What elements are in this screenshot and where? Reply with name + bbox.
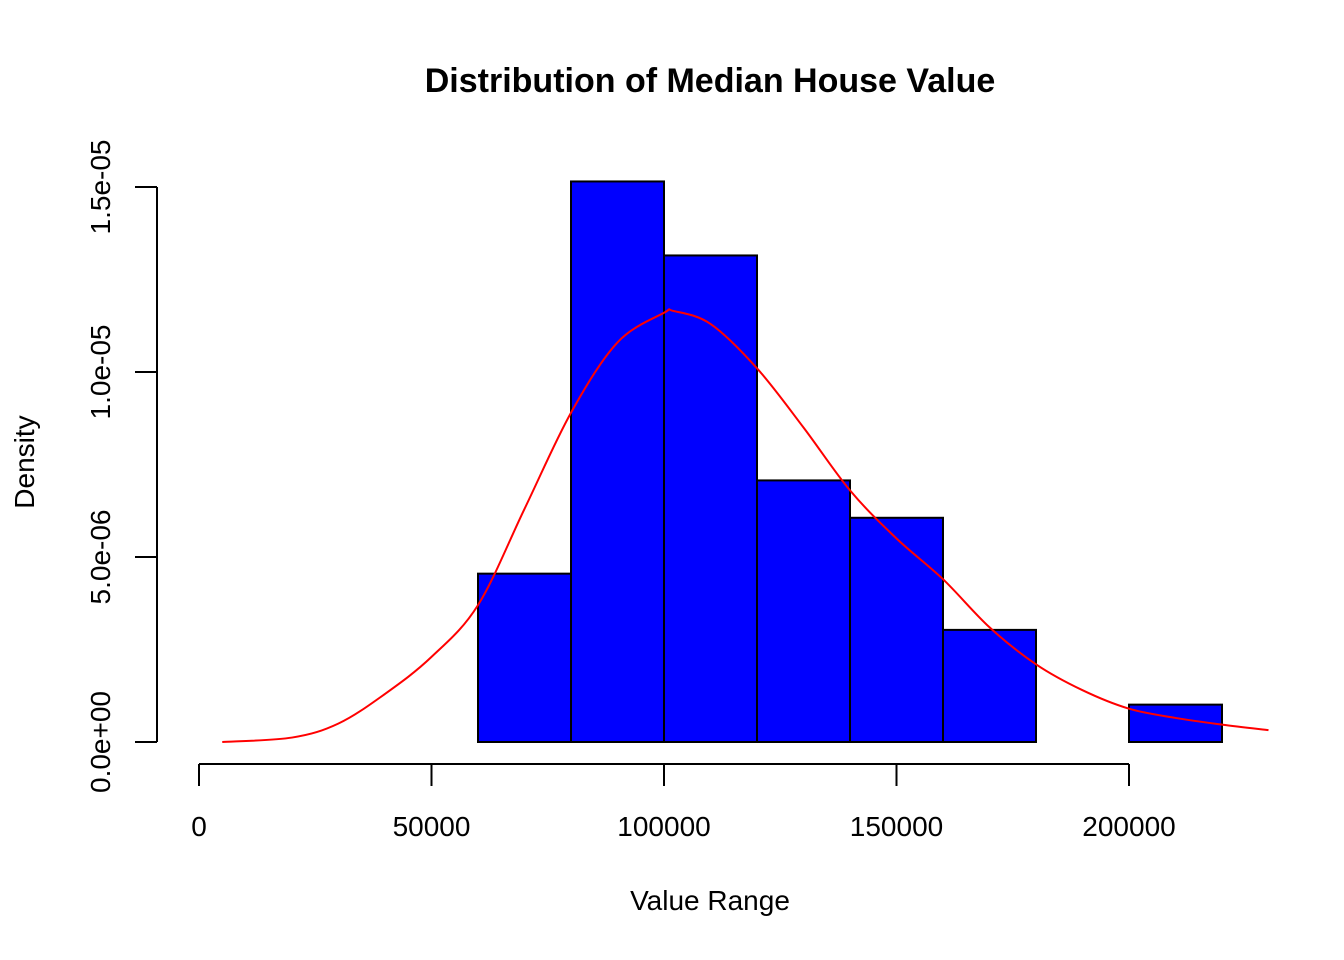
chart-title: Distribution of Median House Value bbox=[425, 62, 996, 100]
histogram-bar bbox=[849, 516, 944, 744]
x-tick-label: 0 bbox=[191, 811, 207, 842]
x-tick-label: 100000 bbox=[617, 811, 710, 842]
x-tick-label: 50000 bbox=[393, 811, 471, 842]
y-axis-label: Density bbox=[9, 415, 40, 508]
histogram-bar bbox=[663, 254, 758, 743]
x-tick-label: 150000 bbox=[850, 811, 943, 842]
y-tick-label: 1.5e-05 bbox=[85, 140, 116, 235]
bars-group bbox=[477, 180, 1223, 744]
y-tick-label: 0.0e+00 bbox=[85, 691, 116, 793]
x-axis: 0 50000 100000 150000 200000 bbox=[191, 763, 1176, 842]
histogram-bar bbox=[756, 479, 851, 743]
y-axis: 0.0e+00 5.0e-06 1.0e-05 1.5e-05 bbox=[85, 140, 158, 793]
histogram-bar bbox=[477, 572, 572, 744]
histogram-bar bbox=[570, 180, 665, 743]
y-tick-label: 1.0e-05 bbox=[85, 325, 116, 420]
density-curve bbox=[222, 308, 1269, 743]
histogram-bar bbox=[942, 628, 1037, 744]
x-tick-label: 200000 bbox=[1082, 811, 1175, 842]
y-tick-label: 5.0e-06 bbox=[85, 510, 116, 605]
x-axis-label: Value Range bbox=[630, 885, 790, 916]
